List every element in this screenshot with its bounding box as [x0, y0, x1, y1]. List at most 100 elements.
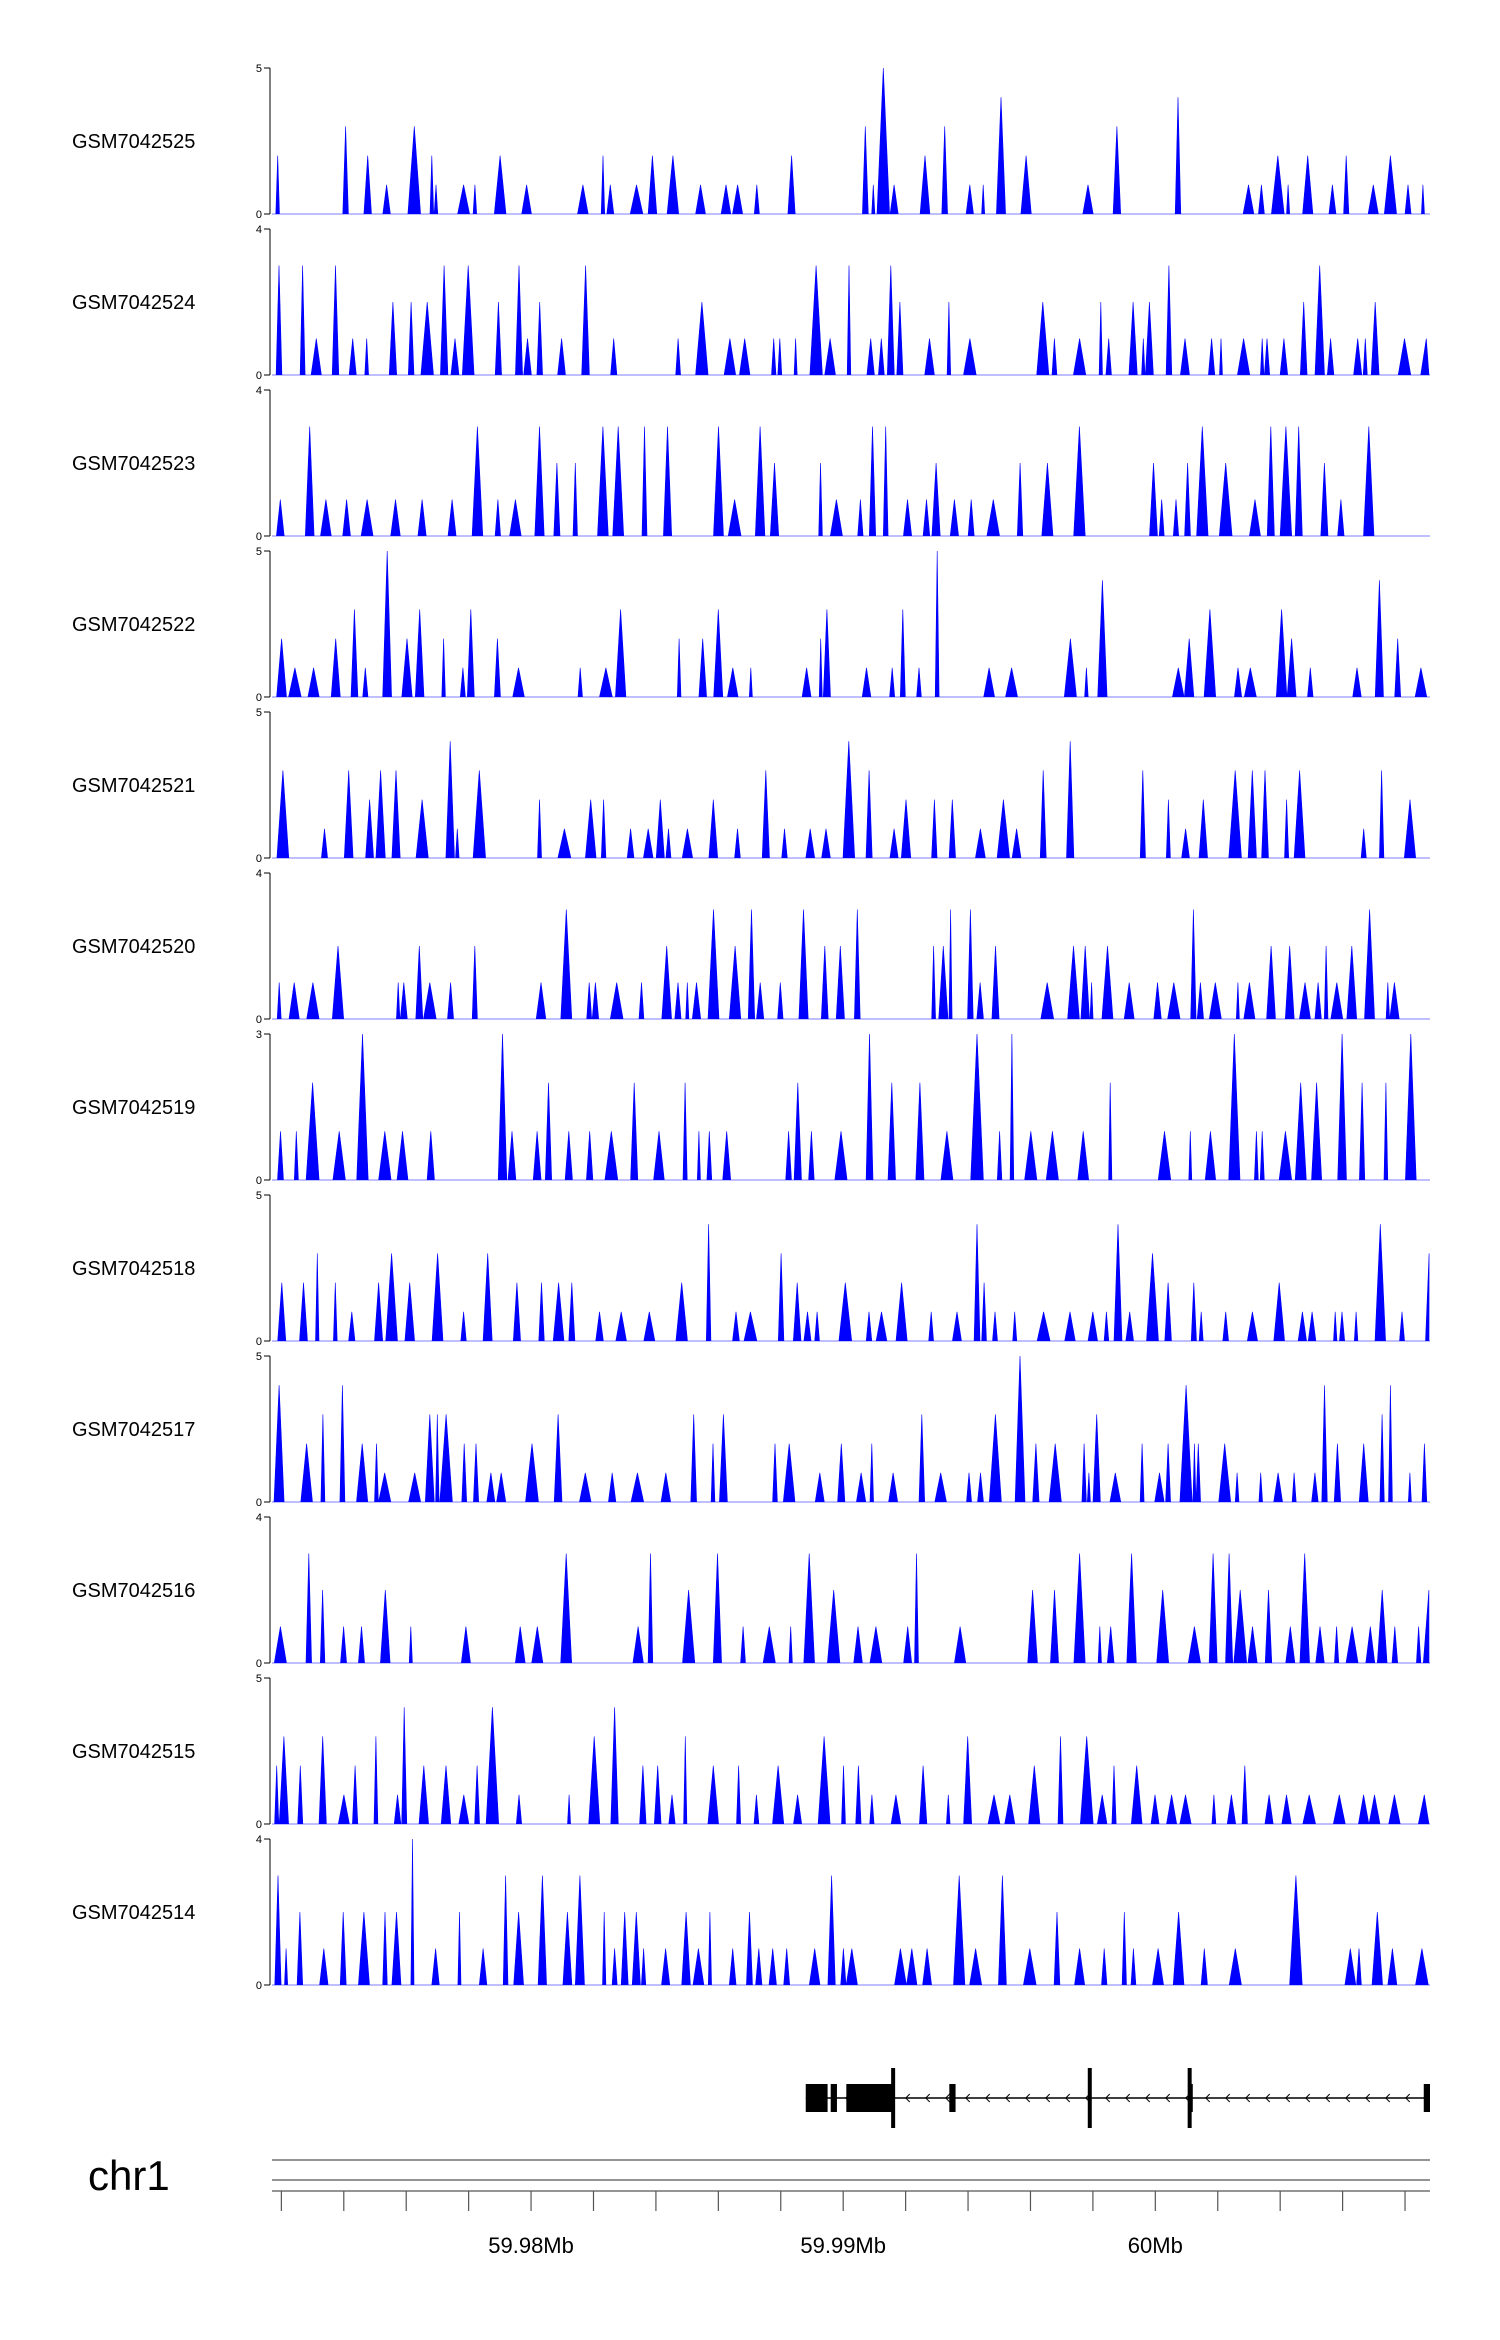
gene-exon-boundary [1087, 2068, 1092, 2128]
strand-arrow [1405, 2093, 1411, 2103]
track-GSM7042514: GSM7042514 4 0 [72, 1834, 1430, 1992]
track-GSM7042520: GSM7042520 4 0 [72, 868, 1430, 1026]
track-label: GSM7042514 [72, 1902, 195, 1924]
track-GSM7042517: GSM7042517 5 0 [72, 1351, 1430, 1509]
gene-exon [830, 2084, 837, 2112]
track-label: GSM7042521 [72, 775, 195, 797]
track-label: GSM7042520 [72, 936, 195, 958]
y-tick-label-max: 3 [256, 1029, 262, 1041]
signal-area [272, 1838, 1430, 1986]
strand-arrow [1105, 2093, 1111, 2103]
strand-arrow [1345, 2093, 1351, 2103]
y-tick-label-max: 4 [256, 224, 262, 236]
y-tick-label-max: 5 [256, 1673, 262, 1685]
y-tick-label-min: 0 [256, 1658, 262, 1670]
y-tick-label-min: 0 [256, 370, 262, 382]
strand-arrow [1125, 2093, 1131, 2103]
signal-area [272, 1553, 1430, 1664]
strand-arrow [965, 2093, 971, 2103]
y-tick-label-min: 0 [256, 853, 262, 865]
track-GSM7042515: GSM7042515 5 0 [72, 1673, 1430, 1831]
y-tick-label-max: 4 [256, 1512, 262, 1524]
y-tick-label-max: 4 [256, 868, 262, 880]
strand-arrow [1325, 2093, 1331, 2103]
strand-arrow [1225, 2093, 1231, 2103]
y-tick-label-max: 5 [256, 707, 262, 719]
track-label: GSM7042523 [72, 453, 195, 475]
strand-arrow [1305, 2093, 1311, 2103]
track-GSM7042518: GSM7042518 5 0 [72, 1190, 1430, 1348]
signal-tracks: GSM704252550GSM704252440GSM704252340GSM7… [72, 63, 1430, 1992]
gene-exon [846, 2084, 894, 2112]
signal-area [272, 1707, 1430, 1825]
signal-area [272, 909, 1430, 1020]
track-GSM7042519: GSM7042519 3 0 [72, 1029, 1430, 1187]
track-GSM7042521: GSM7042521 5 0 [72, 707, 1430, 865]
y-tick-label-min: 0 [256, 209, 262, 221]
track-label: GSM7042517 [72, 1419, 195, 1441]
y-tick-label-min: 0 [256, 1980, 262, 1992]
y-tick-label-min: 0 [256, 692, 262, 704]
genome-axis: chr1 59.98Mb 59.99Mb 60Mb [88, 2152, 1430, 2258]
track-label: GSM7042522 [72, 614, 195, 636]
strand-arrow [1245, 2093, 1251, 2103]
y-tick-label-max: 4 [256, 1834, 262, 1846]
track-GSM7042516: GSM7042516 4 0 [72, 1512, 1430, 1670]
axis-tick-label: 59.99Mb [800, 2233, 886, 2258]
strand-arrow [1065, 2093, 1071, 2103]
strand-arrow [1385, 2093, 1391, 2103]
track-label: GSM7042524 [72, 292, 195, 314]
track-GSM7042522: GSM7042522 5 0 [72, 546, 1430, 704]
gene-exon [1423, 2084, 1430, 2112]
y-tick-label-max: 5 [256, 63, 262, 75]
strand-arrow [1145, 2093, 1151, 2103]
strand-arrow [1285, 2093, 1291, 2103]
axis-tick-label: 59.98Mb [488, 2233, 574, 2258]
signal-area [272, 426, 1430, 537]
strand-arrow [1005, 2093, 1011, 2103]
track-label: GSM7042525 [72, 131, 195, 153]
signal-area [272, 265, 1430, 376]
y-tick-label-max: 5 [256, 1351, 262, 1363]
gene-exon [805, 2084, 828, 2112]
signal-area [272, 550, 1430, 698]
strand-arrow [1205, 2093, 1211, 2103]
chromosome-label: chr1 [88, 2152, 170, 2199]
y-tick-label-max: 4 [256, 385, 262, 397]
y-tick-label-min: 0 [256, 1336, 262, 1348]
track-GSM7042523: GSM7042523 4 0 [72, 385, 1430, 543]
axis-tick-label: 60Mb [1128, 2233, 1183, 2258]
strand-arrow [1165, 2093, 1171, 2103]
gene-exon-boundary [1187, 2068, 1192, 2128]
y-tick-label-min: 0 [256, 1497, 262, 1509]
track-label: GSM7042519 [72, 1097, 195, 1119]
track-label: GSM7042516 [72, 1580, 195, 1602]
gene-exon [949, 2084, 956, 2112]
y-tick-label-max: 5 [256, 1190, 262, 1202]
y-tick-label-min: 0 [256, 1175, 262, 1187]
strand-arrow [905, 2093, 911, 2103]
signal-area [272, 67, 1430, 215]
strand-arrow [925, 2093, 931, 2103]
track-label: GSM7042515 [72, 1741, 195, 1763]
track-label: GSM7042518 [72, 1258, 195, 1280]
strand-arrow [1045, 2093, 1051, 2103]
y-tick-label-min: 0 [256, 531, 262, 543]
gene-model-track [805, 2068, 1430, 2128]
strand-arrow [1025, 2093, 1031, 2103]
track-GSM7042525: GSM7042525 5 0 [72, 63, 1430, 221]
signal-area [272, 741, 1430, 859]
signal-area [272, 1355, 1430, 1503]
signal-area [272, 1033, 1430, 1181]
strand-arrow [1265, 2093, 1271, 2103]
strand-arrow [985, 2093, 991, 2103]
strand-arrow [1365, 2093, 1371, 2103]
track-GSM7042524: GSM7042524 4 0 [72, 224, 1430, 382]
gene-exon-boundary [891, 2068, 896, 2128]
y-tick-label-min: 0 [256, 1819, 262, 1831]
y-tick-label-max: 5 [256, 546, 262, 558]
strand-arrow [945, 2093, 951, 2103]
y-tick-label-min: 0 [256, 1014, 262, 1026]
signal-area [272, 1224, 1430, 1342]
